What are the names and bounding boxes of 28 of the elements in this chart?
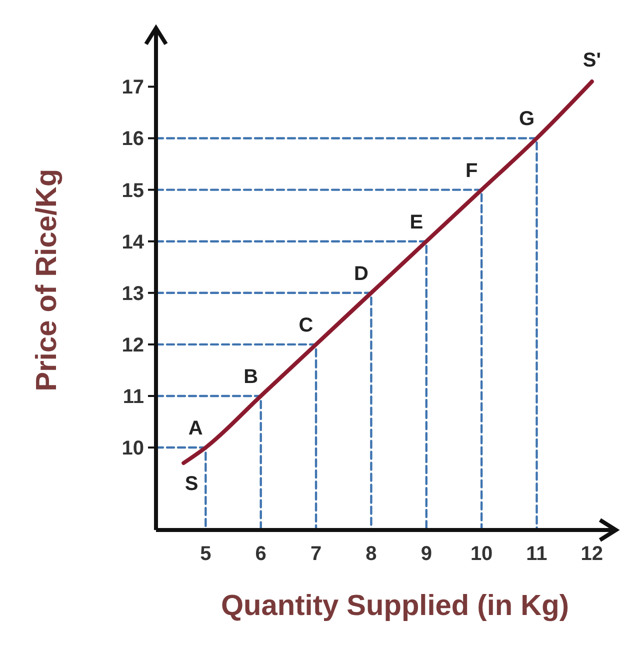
y-tick-label: 14 [122,231,145,254]
annotation: E [410,211,424,234]
annotation: D [354,262,368,285]
y-axis-title: Price of Rice/Kg [31,168,63,392]
x-tick-label: 6 [255,543,266,565]
annotation: S' [582,50,601,72]
annotation: S [184,472,198,495]
annotation: C [298,314,314,336]
x-tick-label: 12 [580,543,604,565]
y-tick-label: 11 [122,386,144,408]
x-tick-label: 10 [470,543,493,565]
annotation: F [465,160,478,182]
x-tick-label: 9 [420,543,432,565]
x-tick-label: 11 [526,543,548,565]
line-series [182,80,594,465]
y-tick-label: 13 [122,282,144,305]
y-tick-label: 17 [122,76,144,99]
y-tick-label: 15 [122,180,144,202]
x-tick-label: 7 [310,543,322,565]
x-tick-label: 5 [200,543,212,565]
x-tick-label: 8 [366,543,377,565]
annotation: A [188,418,203,440]
y-tick-label: 12 [122,334,144,356]
y-tick-label: 16 [122,128,144,150]
annotation: B [244,366,258,388]
x-axis-title: Quantity Supplied (in Kg) [221,590,569,622]
annotation: G [518,108,535,130]
y-tick-label: 10 [122,438,144,460]
